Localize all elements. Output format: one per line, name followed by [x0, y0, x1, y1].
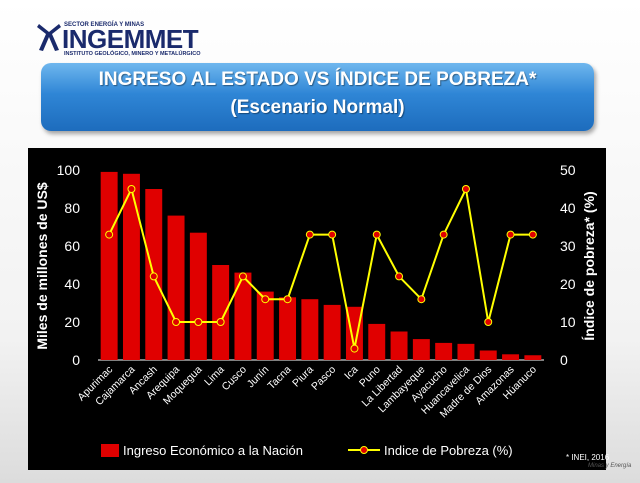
y-axis-label: Miles de millones de US$	[34, 182, 50, 349]
bar-puno	[368, 323, 386, 360]
poverty-point-puno	[372, 230, 381, 239]
bar-ica	[345, 306, 363, 360]
poverty-point-ica	[350, 344, 359, 353]
y2-tick-label: 0	[560, 352, 568, 368]
logo-institute-text: INSTITUTO GEOLÓGICO, MINERO Y METALÚRGIC…	[64, 51, 201, 57]
y2-axis-label: Índice de pobreza* (%)	[581, 191, 597, 340]
legend-line-marker	[360, 446, 368, 454]
bar-lima	[212, 265, 230, 360]
bar-pasco	[323, 304, 341, 360]
x-tick-label: Cusco	[220, 364, 250, 394]
poverty-point-lambayeque	[417, 295, 426, 304]
legend-bar-label: Ingreso Económico a la Nación	[123, 443, 303, 458]
bar-arequipa	[167, 215, 185, 360]
poverty-point-tacna	[283, 295, 292, 304]
y-tick-label: 100	[57, 162, 81, 178]
poverty-point-amazonas	[506, 230, 515, 239]
slide-title: INGRESO AL ESTADO VS ÍNDICE DE POBREZA*	[98, 69, 537, 90]
title-banner: INGRESO AL ESTADO VS ÍNDICE DE POBREZA* …	[41, 63, 594, 131]
legend-line-label: Indice de Pobreza (%)	[384, 443, 513, 458]
bar-húanuco	[524, 355, 542, 360]
bar-piura	[301, 299, 319, 360]
poverty-point-apurimac	[105, 230, 114, 239]
chart-legend: Ingreso Económico a la Nación Indice de …	[101, 443, 513, 458]
source-note: * INEI, 2016	[566, 453, 610, 462]
y-tick-label: 0	[72, 352, 80, 368]
ingemmet-logo: SECTOR ENERGÍA Y MINAS INGEMMET INSTITUT…	[36, 12, 236, 62]
poverty-point-lima	[216, 318, 225, 326]
y2-tick-label: 50	[560, 162, 576, 178]
y2-tick-label: 30	[560, 238, 576, 254]
poverty-point-arequipa	[172, 318, 181, 326]
y-tick-label: 60	[64, 238, 80, 254]
y-tick-label: 20	[64, 314, 80, 330]
poverty-point-la-libertad	[395, 272, 404, 281]
poverty-point-madre-de-dios	[484, 318, 493, 326]
legend-bar-swatch	[101, 444, 119, 457]
bar-cusco	[234, 272, 252, 360]
bar-madre-de-dios	[479, 350, 497, 360]
poverty-point-pasco	[328, 230, 337, 239]
bar-apurimac	[100, 171, 118, 360]
poverty-point-húanuco	[528, 230, 537, 239]
poverty-point-cajamarca	[127, 185, 136, 193]
x-tick-label: Pasco	[309, 364, 338, 393]
poverty-point-moquegua	[194, 318, 203, 326]
bar-huancavelica	[457, 343, 475, 360]
logo-name: INGEMMET	[62, 24, 199, 54]
y2-tick-label: 40	[560, 200, 576, 216]
x-tick-label: Tacna	[265, 364, 293, 392]
bar-tacna	[279, 297, 297, 360]
bar-la-libertad	[390, 331, 408, 360]
logo-sector-text: SECTOR ENERGÍA Y MINAS	[64, 22, 145, 28]
bar-moquegua	[189, 232, 207, 360]
bar-junín	[256, 291, 274, 360]
y2-tick-label: 10	[560, 314, 576, 330]
y-tick-label: 40	[64, 276, 80, 292]
bar-cajamarca	[122, 173, 140, 360]
y-tick-label: 80	[64, 200, 80, 216]
poverty-point-junín	[261, 295, 270, 304]
poverty-point-piura	[305, 230, 314, 239]
y2-tick-label: 20	[560, 276, 576, 292]
poverty-point-ancash	[149, 272, 158, 281]
footer-logo: Minas y Energía	[588, 463, 632, 469]
poverty-point-huancavelica	[461, 185, 470, 193]
poverty-point-ayacucho	[439, 230, 448, 239]
slide-subtitle: (Escenario Normal)	[230, 97, 405, 118]
poverty-point-cusco	[238, 272, 247, 281]
bar-ayacucho	[435, 342, 453, 360]
bar-lambayeque	[412, 339, 430, 360]
pickaxe-logo-icon	[37, 24, 61, 51]
chart-panel: 0 20 40 60 80 100 0 10 20 30 40 50 Apurimac Cajamarc…	[28, 148, 606, 470]
bar-amazonas	[502, 354, 520, 360]
